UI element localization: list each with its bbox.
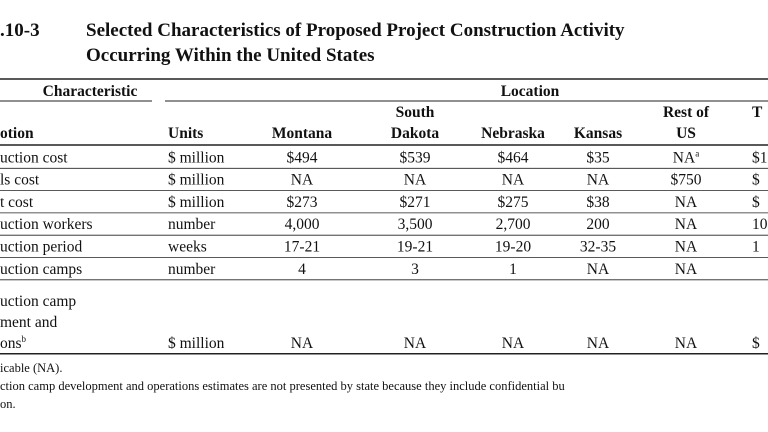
table-cell: NA bbox=[675, 335, 698, 352]
group-header: Location bbox=[501, 83, 560, 100]
table-cell: 19-21 bbox=[397, 239, 433, 256]
table-title: Selected Characteristics of Proposed Pro… bbox=[86, 20, 625, 41]
table-cell: NA bbox=[404, 335, 427, 352]
table-cell: $38 bbox=[586, 194, 610, 211]
table-cell: $494 bbox=[287, 149, 318, 166]
table-cell: NA bbox=[675, 194, 698, 211]
table-number: .10-3 bbox=[0, 20, 40, 41]
table-cell-text: NA bbox=[673, 149, 696, 166]
table-cell: number bbox=[168, 216, 216, 233]
superscript: b bbox=[22, 334, 27, 344]
table-cell: $ million bbox=[168, 194, 225, 211]
table-cell: 10 bbox=[752, 216, 768, 233]
table-cell: 1 bbox=[509, 261, 517, 278]
table-cell: NA bbox=[502, 172, 525, 189]
table-cell: 4 bbox=[298, 261, 306, 278]
table-cell: NAa bbox=[673, 148, 699, 166]
table-cell: NA bbox=[587, 172, 610, 189]
table-cell: number bbox=[168, 261, 216, 278]
table-cell: 200 bbox=[586, 216, 610, 233]
row-label: ment and bbox=[0, 314, 57, 331]
footnote: ction camp development and operations es… bbox=[0, 379, 565, 393]
column-header: Dakota bbox=[391, 125, 439, 142]
row-label: uction cost bbox=[0, 149, 68, 166]
table-cell: $ million bbox=[168, 149, 225, 166]
row-label: onsb bbox=[0, 334, 27, 352]
group-header: Characteristic bbox=[43, 83, 138, 100]
table-cell: 4,000 bbox=[285, 216, 320, 233]
column-header: Units bbox=[168, 125, 203, 142]
row-label: uction camps bbox=[0, 261, 82, 278]
table-cell: $1 bbox=[752, 149, 768, 166]
column-header: South bbox=[396, 104, 435, 121]
column-header: Rest of bbox=[663, 104, 710, 121]
table-cell: NA bbox=[291, 172, 314, 189]
table-cell: NA bbox=[587, 261, 610, 278]
column-header: Kansas bbox=[574, 125, 622, 142]
footnote: on. bbox=[0, 397, 16, 411]
column-header: US bbox=[676, 125, 696, 142]
row-label: uction period bbox=[0, 239, 82, 256]
table-cell: NA bbox=[675, 261, 698, 278]
column-header: Nebraska bbox=[481, 125, 545, 142]
table-cell: $35 bbox=[586, 149, 610, 166]
table-cell: $ million bbox=[168, 335, 225, 352]
table-cell: $ bbox=[752, 335, 760, 352]
table-title: Occurring Within the United States bbox=[86, 45, 375, 66]
table-cell: $273 bbox=[287, 194, 318, 211]
table-cell: $ million bbox=[168, 172, 225, 189]
row-label: uction camp bbox=[0, 293, 76, 310]
table-cell: NA bbox=[502, 335, 525, 352]
table-cell: NA bbox=[587, 335, 610, 352]
row-label: uction workers bbox=[0, 216, 93, 233]
row-label: ls cost bbox=[0, 172, 40, 189]
table-cell: 3 bbox=[411, 261, 419, 278]
table-cell: 19-20 bbox=[495, 239, 531, 256]
table-cell: NA bbox=[675, 216, 698, 233]
table-cell: NA bbox=[404, 172, 427, 189]
table-cell: $271 bbox=[400, 194, 431, 211]
table-cell: $464 bbox=[498, 149, 529, 166]
table-cell: 3,500 bbox=[398, 216, 433, 233]
column-header: T bbox=[752, 104, 763, 121]
table-cell: 32-35 bbox=[580, 239, 616, 256]
table-cell: $750 bbox=[671, 172, 702, 189]
table-cell: $275 bbox=[498, 194, 529, 211]
table-cell: 1 bbox=[752, 239, 760, 256]
table-cell: 17-21 bbox=[284, 239, 320, 256]
table-cell: $539 bbox=[400, 149, 431, 166]
footnote: icable (NA). bbox=[0, 361, 62, 375]
row-label: t cost bbox=[0, 194, 34, 211]
table-cell: NA bbox=[675, 239, 698, 256]
table-cell: NA bbox=[291, 335, 314, 352]
table-cell: $ bbox=[752, 194, 760, 211]
table-cell: $ bbox=[752, 172, 760, 189]
column-header: otion bbox=[0, 125, 34, 142]
table-cell: 2,700 bbox=[496, 216, 531, 233]
table-cell: weeks bbox=[168, 239, 207, 256]
superscript: a bbox=[695, 148, 699, 158]
column-header: Montana bbox=[272, 125, 333, 142]
row-label-text: ons bbox=[0, 335, 22, 352]
